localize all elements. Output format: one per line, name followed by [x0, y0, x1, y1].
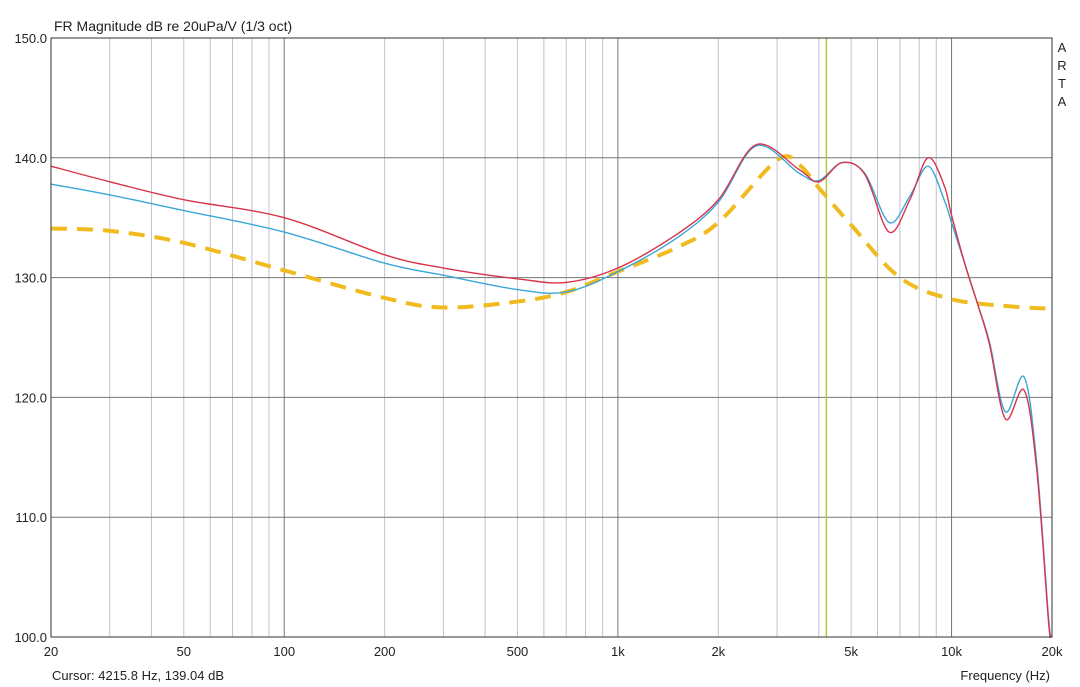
y-tick-label: 110.0 — [15, 510, 47, 525]
plot-frame — [50, 37, 1053, 638]
y-tick-labels: 150.0 140.0 130.0 120.0 110.0 100.0 — [14, 31, 47, 645]
x-tick-label: 10k — [941, 644, 962, 659]
y-tick-label: 130.0 — [14, 271, 47, 286]
y-tick-label: 140.0 — [14, 151, 47, 166]
x-tick-label: 50 — [177, 644, 191, 659]
x-tick-label: 2k — [711, 644, 725, 659]
brand-letter: A — [1058, 94, 1067, 109]
series-red — [50, 143, 1052, 639]
cursor-readout: Cursor: 4215.8 Hz, 139.04 dB — [52, 668, 224, 683]
x-tick-label: 100 — [273, 644, 295, 659]
x-axis-label: Frequency (Hz) — [960, 668, 1050, 683]
x-tick-label: 5k — [844, 644, 858, 659]
x-tick-label: 500 — [507, 644, 529, 659]
x-tick-label: 20k — [1042, 644, 1063, 659]
x-tick-label: 1k — [611, 644, 625, 659]
grid — [51, 37, 1052, 638]
y-tick-label: 120.0 — [14, 390, 47, 405]
brand-letter: R — [1057, 58, 1066, 73]
x-tick-label: 200 — [374, 644, 396, 659]
series-target — [50, 154, 1053, 311]
x-tick-label: 20 — [44, 644, 58, 659]
brand-letter: A — [1058, 40, 1067, 55]
series-layer — [50, 143, 1053, 639]
y-tick-label: 100.0 — [14, 630, 47, 645]
y-tick-label: 150.0 — [14, 31, 47, 46]
brand-letter: T — [1058, 76, 1066, 91]
x-tick-labels: 20 50 100 200 500 1k 2k 5k 10k 20k — [44, 644, 1063, 659]
chart-title: FR Magnitude dB re 20uPa/V (1/3 oct) — [54, 18, 292, 34]
